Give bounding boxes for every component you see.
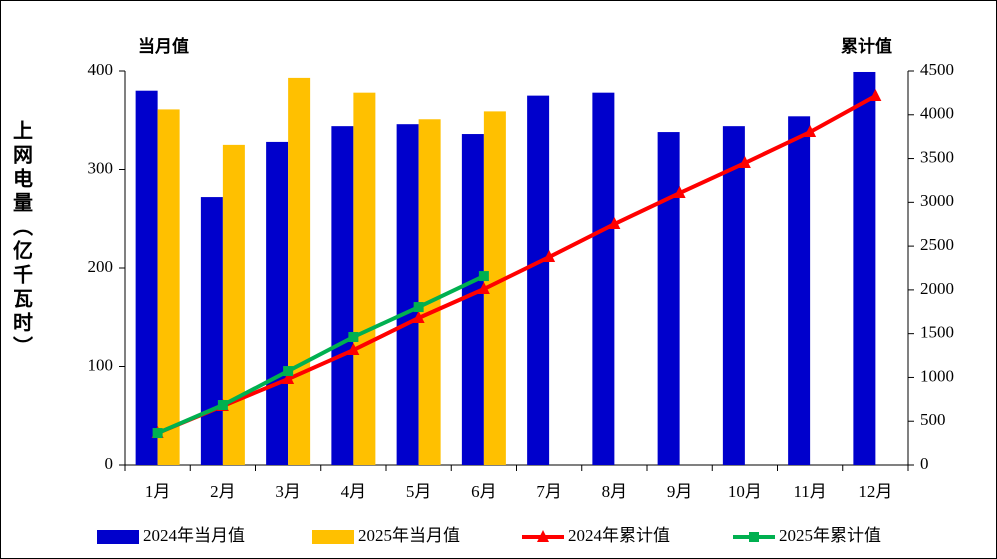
line-marker [477, 282, 490, 295]
line-marker [217, 400, 228, 411]
bar [200, 197, 223, 465]
line-marker [673, 186, 686, 199]
bar [331, 126, 354, 465]
bar [222, 144, 245, 465]
bar [353, 92, 376, 466]
x-tick-label: 10月 [728, 482, 762, 501]
line-marker [478, 271, 489, 282]
bar [461, 134, 484, 466]
legend-marker [537, 530, 549, 542]
y-tick-label: 100 [88, 355, 114, 374]
line-marker [348, 331, 359, 342]
y2-tick-label: 3500 [920, 147, 954, 166]
x-tick-label: 3月 [275, 482, 301, 501]
legend-label: 2024年当月值 [143, 526, 245, 545]
y2-tick-label: 3000 [920, 191, 954, 210]
y2-tick-label: 0 [920, 454, 929, 473]
y-tick-label: 300 [88, 158, 114, 177]
x-tick-label: 5月 [406, 482, 432, 501]
line-marker [413, 302, 424, 313]
bar [266, 141, 289, 466]
right-axis-title: 累计值 [841, 36, 892, 57]
legend-marker [749, 532, 759, 542]
x-tick-label: 1月 [145, 482, 171, 501]
y2-tick-label: 1500 [920, 323, 954, 342]
bar [527, 95, 550, 465]
y2-tick-label: 2500 [920, 235, 954, 254]
bar [418, 119, 441, 465]
legend-label: 2024年累计值 [568, 526, 670, 545]
line [156, 94, 877, 435]
bar [288, 77, 311, 466]
line [156, 274, 485, 435]
bar [788, 116, 811, 465]
x-tick-label: 8月 [602, 482, 628, 501]
y-axis-label: 上网电量（亿千瓦时） [10, 120, 34, 360]
y2-tick-label: 1000 [920, 366, 954, 385]
line-marker [543, 250, 556, 263]
legend-label: 2025年当月值 [358, 526, 460, 545]
bar [722, 126, 745, 465]
line-marker [608, 217, 621, 230]
y2-tick-label: 500 [920, 410, 946, 429]
legend-swatch [97, 530, 139, 544]
bar [853, 71, 876, 466]
legend-swatch [312, 530, 354, 544]
line-marker [738, 156, 751, 169]
x-tick-label: 9月 [667, 482, 693, 501]
y-tick-label: 200 [88, 257, 114, 276]
line-marker [283, 366, 294, 377]
x-tick-label: 4月 [341, 482, 367, 501]
line-marker [347, 343, 360, 356]
x-tick-label: 7月 [536, 482, 562, 501]
bar [135, 90, 158, 465]
x-tick-label: 12月 [858, 482, 892, 501]
x-tick-label: 6月 [471, 482, 497, 501]
x-tick-label: 2月 [210, 482, 236, 501]
bar [657, 132, 680, 465]
y2-tick-label: 4500 [920, 60, 954, 79]
y2-tick-label: 4000 [920, 104, 954, 123]
x-tick-label: 11月 [793, 482, 826, 501]
bar [396, 124, 419, 465]
y-tick-label: 0 [105, 454, 114, 473]
line-marker [152, 428, 163, 439]
line-marker [282, 372, 295, 385]
y2-tick-label: 2000 [920, 279, 954, 298]
left-axis-title: 当月值 [138, 36, 189, 57]
bar [592, 92, 615, 466]
bar [483, 111, 506, 465]
line-marker [804, 125, 817, 138]
line-marker [412, 310, 425, 323]
legend-label: 2025年累计值 [779, 526, 881, 545]
bar [157, 109, 180, 465]
line-marker [869, 89, 882, 102]
y-tick-label: 400 [88, 60, 114, 79]
